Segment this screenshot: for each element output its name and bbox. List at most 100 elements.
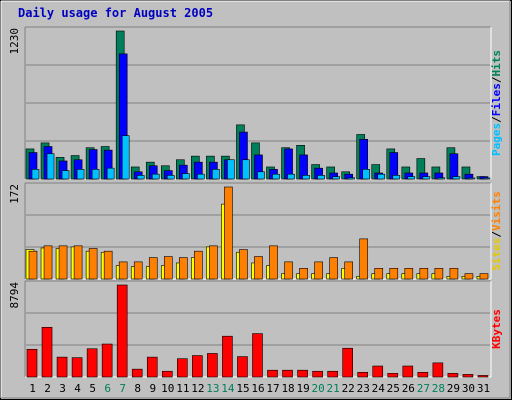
kbytes-bar bbox=[462, 374, 474, 378]
day-label: 18 bbox=[281, 382, 294, 395]
visits-bar bbox=[103, 250, 113, 280]
pages-bar bbox=[212, 169, 220, 180]
visits-bar bbox=[224, 186, 233, 280]
visits-bar bbox=[284, 261, 293, 280]
kbytes-bar bbox=[432, 362, 444, 378]
chart-title: Daily usage for August 2005 bbox=[18, 6, 214, 20]
day-label: 6 bbox=[104, 382, 111, 395]
day-label: 3 bbox=[59, 382, 66, 395]
day-label: 30 bbox=[462, 382, 475, 395]
visits-bar bbox=[434, 268, 444, 280]
kbytes-bar bbox=[387, 373, 399, 378]
day-label: 19 bbox=[296, 382, 309, 395]
kbytes-bar bbox=[161, 370, 173, 378]
visits-bar bbox=[359, 238, 369, 280]
pages-bar bbox=[257, 171, 265, 180]
day-label: 17 bbox=[266, 382, 279, 395]
pages-bar bbox=[422, 176, 431, 180]
kbytes-bar bbox=[26, 348, 38, 378]
kbytes-bar bbox=[192, 355, 203, 378]
day-label: 25 bbox=[387, 382, 400, 395]
pages-bar bbox=[46, 153, 55, 180]
kbytes-bar bbox=[282, 369, 293, 378]
visits-bar bbox=[479, 273, 489, 280]
pages-bar bbox=[91, 169, 100, 180]
visits-bar bbox=[314, 261, 323, 280]
kbytes-bar bbox=[447, 373, 459, 378]
visits-bar bbox=[329, 257, 338, 280]
day-label: 31 bbox=[477, 382, 490, 395]
day-label: 15 bbox=[236, 382, 249, 395]
pages-bar bbox=[437, 177, 446, 180]
visits-bar bbox=[299, 268, 308, 280]
pages-bar bbox=[392, 175, 401, 180]
visits-bar bbox=[73, 245, 83, 280]
day-label: 11 bbox=[176, 382, 189, 395]
visits-bar bbox=[194, 250, 203, 280]
kbytes-bar bbox=[101, 343, 113, 378]
kbytes-bar bbox=[207, 353, 218, 378]
kbytes-legend: KBytes bbox=[490, 309, 503, 349]
day-label: 4 bbox=[74, 382, 81, 395]
pages-bar bbox=[362, 169, 371, 180]
pages-bar bbox=[287, 173, 295, 180]
visits-bar bbox=[88, 248, 98, 280]
hits-legend-hits: Hits bbox=[490, 50, 503, 77]
pages-bar bbox=[317, 175, 325, 180]
day-label: 9 bbox=[149, 382, 156, 395]
visits-bar bbox=[464, 273, 474, 280]
day-label: 23 bbox=[357, 382, 370, 395]
day-label: 26 bbox=[402, 382, 415, 395]
hits-legend-pages: Pages bbox=[490, 123, 503, 156]
day-label: 16 bbox=[251, 382, 264, 395]
kbytes-bar bbox=[372, 365, 384, 378]
kbytes-bar bbox=[71, 357, 83, 378]
hits-legend-separator: / bbox=[490, 116, 503, 123]
pages-bar bbox=[76, 169, 85, 180]
visits-bar bbox=[118, 261, 128, 280]
pages-bar bbox=[302, 175, 310, 180]
visits-bar bbox=[374, 268, 384, 280]
pages-bar bbox=[452, 176, 461, 180]
kbytes-bar bbox=[56, 356, 68, 378]
day-label: 1 bbox=[29, 382, 36, 395]
hits-legend: Pages/Files/Hits bbox=[490, 50, 503, 156]
kbytes-legend-kbytes: KBytes bbox=[490, 309, 503, 349]
kbytes-bar bbox=[131, 368, 143, 378]
pages-bar bbox=[182, 173, 190, 180]
kbytes-bar bbox=[222, 335, 233, 378]
kbytes-bar bbox=[477, 375, 489, 378]
kbytes-bar bbox=[357, 371, 369, 378]
visits-legend: Sites/Visits bbox=[490, 191, 503, 271]
kbytes-bar bbox=[297, 369, 308, 378]
visits-bar bbox=[28, 250, 38, 280]
visits-legend-separator: / bbox=[490, 231, 503, 238]
visits-ymax-label: 172 bbox=[8, 184, 21, 204]
kbytes-bar bbox=[267, 369, 278, 378]
pages-bar bbox=[407, 176, 416, 180]
pages-bar bbox=[61, 170, 70, 180]
day-label: 13 bbox=[206, 382, 219, 395]
kbytes-bar bbox=[342, 347, 353, 378]
hits-legend-separator: / bbox=[490, 76, 503, 83]
day-label: 28 bbox=[432, 382, 445, 395]
pages-bar bbox=[332, 176, 340, 180]
visits-bar bbox=[419, 268, 429, 280]
day-label: 10 bbox=[161, 382, 174, 395]
hits-ymax-label: 1230 bbox=[8, 28, 21, 55]
day-label: 2 bbox=[44, 382, 51, 395]
pages-bar bbox=[377, 173, 386, 180]
kbytes-bar bbox=[312, 370, 323, 378]
visits-bar bbox=[179, 257, 188, 280]
kbytes-bar bbox=[177, 358, 188, 378]
pages-bar bbox=[467, 177, 476, 180]
visits-legend-sites: Sites bbox=[490, 238, 503, 271]
files-bar bbox=[449, 153, 459, 180]
pages-bar bbox=[242, 159, 250, 180]
visits-bar bbox=[449, 268, 459, 280]
day-label: 22 bbox=[342, 382, 355, 395]
visits-bar bbox=[404, 268, 414, 280]
day-label: 8 bbox=[134, 382, 141, 395]
hits-legend-files: Files bbox=[490, 83, 503, 116]
